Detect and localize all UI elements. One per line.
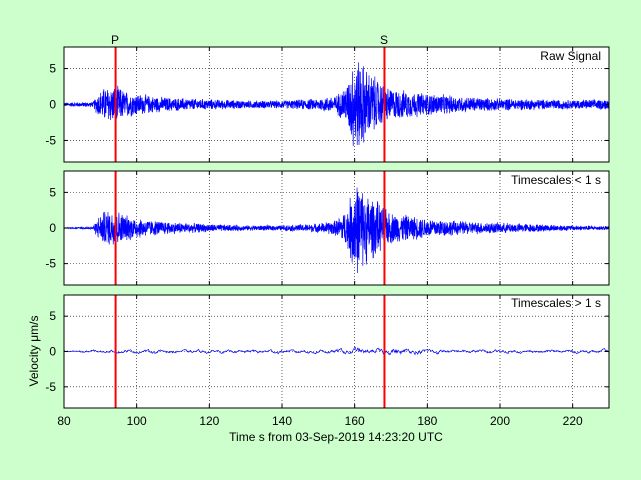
y-tick-label: 5	[49, 309, 56, 323]
x-axis-label: Time s from 03-Sep-2019 14:23:20 UTC	[229, 430, 443, 444]
signal-trace	[64, 187, 609, 273]
phase-label-s: S	[380, 33, 388, 47]
x-tick-label: 180	[417, 414, 437, 428]
signal-trace	[64, 346, 609, 356]
x-tick-label: 100	[127, 414, 147, 428]
x-tick-label: 120	[199, 414, 219, 428]
x-tick-label: 200	[490, 414, 510, 428]
x-tick-label: 220	[563, 414, 583, 428]
panel-3: -5 0 5 80 100 120 140 160 180 200 220	[45, 294, 610, 428]
panel-title-short: Timescales < 1 s	[511, 173, 601, 187]
panel-2: -5 0 5	[45, 170, 610, 286]
x-tick-label: 80	[57, 414, 71, 428]
y-tick-label: 0	[49, 345, 56, 359]
signal-trace	[64, 62, 609, 147]
x-tick-label: 160	[345, 414, 365, 428]
y-tick-label: 5	[49, 62, 56, 76]
y-tick-label: 0	[49, 98, 56, 112]
y-tick-label: 5	[49, 185, 56, 199]
y-tick-label: -5	[45, 257, 56, 271]
panel-title-long: Timescales > 1 s	[511, 296, 601, 310]
panel-title-raw: Raw Signal	[540, 49, 601, 63]
y-tick-label: -5	[45, 133, 56, 147]
panels: -5 0 5 -5 0 5 -5 0 5 80 100 120 140 160 180 200 220	[45, 46, 610, 428]
phase-label-p: P	[111, 33, 119, 47]
panel-1: -5 0 5	[45, 46, 610, 163]
x-tick-label: 140	[272, 414, 292, 428]
y-tick-label: 0	[49, 221, 56, 235]
y-tick-label: -5	[45, 380, 56, 394]
y-axis-label: Velocity μm/s	[27, 316, 41, 387]
